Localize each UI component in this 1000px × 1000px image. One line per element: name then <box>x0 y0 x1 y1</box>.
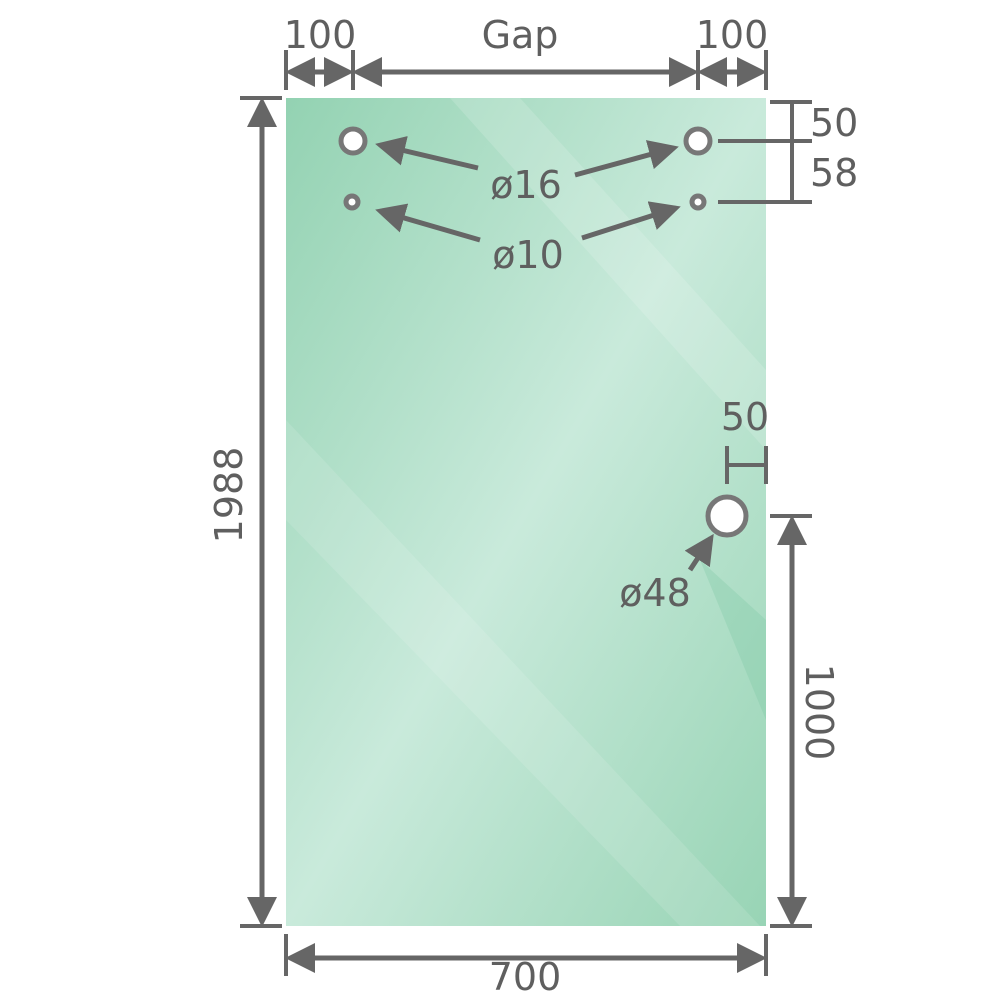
label-width: 700 <box>489 955 562 999</box>
callout-arrows <box>375 136 714 572</box>
label-handle-hole: ø48 <box>619 571 691 615</box>
height-dimension <box>240 96 282 928</box>
hole-large-right <box>683 126 713 156</box>
label-hole-spacing: 58 <box>810 151 858 195</box>
label-large-hole: ø16 <box>490 163 562 207</box>
top-dimension <box>284 50 768 90</box>
label-small-hole: ø10 <box>492 233 564 277</box>
hole-handle <box>705 494 749 538</box>
label-hole-top-offset: 50 <box>810 101 858 145</box>
label-height: 1988 <box>207 447 251 544</box>
label-top-right-offset: 100 <box>696 13 769 57</box>
width-dimension <box>284 934 768 976</box>
hole-offset-dimension <box>718 100 812 204</box>
label-handle-edge-offset: 50 <box>721 395 769 439</box>
glass-reflection <box>286 420 760 926</box>
handle-height-dimension <box>770 514 812 928</box>
label-gap: Gap <box>482 13 559 57</box>
hole-large-left <box>338 126 368 156</box>
handle-edge-dimension <box>725 446 768 484</box>
glass-reflection <box>450 98 766 450</box>
hole-small-left <box>343 193 361 211</box>
label-top-left-offset: 100 <box>284 13 357 57</box>
label-handle-height: 1000 <box>797 664 841 761</box>
glass-panel <box>286 98 766 926</box>
glass-reflection <box>700 560 766 720</box>
hole-small-right <box>689 193 707 211</box>
